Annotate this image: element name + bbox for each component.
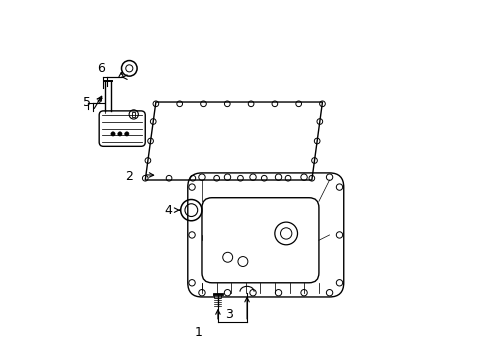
Text: 3: 3 — [224, 308, 232, 321]
Text: 5: 5 — [82, 95, 91, 108]
Text: 2: 2 — [125, 170, 133, 183]
Bar — [132, 112, 135, 117]
Text: 4: 4 — [164, 204, 172, 217]
Circle shape — [111, 132, 115, 136]
Polygon shape — [213, 294, 222, 298]
Circle shape — [124, 132, 129, 136]
Circle shape — [118, 132, 122, 136]
Text: 1: 1 — [194, 326, 202, 339]
Text: 6: 6 — [97, 62, 104, 75]
